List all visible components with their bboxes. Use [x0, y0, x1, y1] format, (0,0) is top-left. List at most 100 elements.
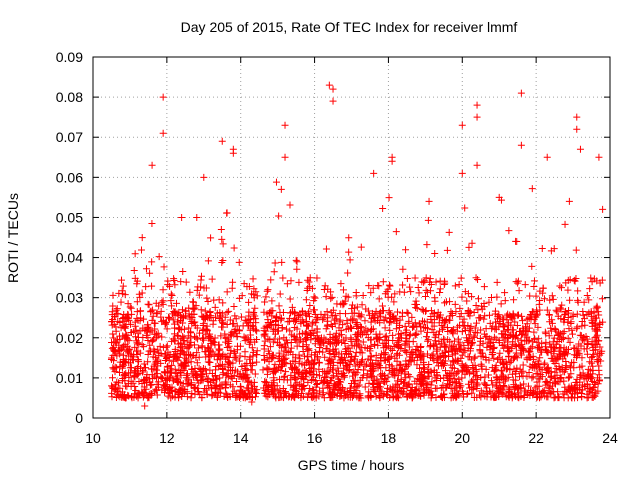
- data-point: [229, 383, 237, 391]
- data-point: [449, 325, 457, 333]
- data-point: [170, 307, 178, 315]
- data-point: [171, 337, 179, 345]
- data-point: [179, 268, 187, 276]
- data-point: [588, 278, 596, 286]
- data-point: [293, 258, 301, 266]
- data-point: [446, 316, 454, 324]
- data-point: [225, 342, 233, 350]
- data-point: [296, 355, 304, 363]
- data-point: [172, 388, 180, 396]
- data-point: [547, 324, 555, 332]
- data-point: [199, 376, 207, 384]
- data-point: [401, 370, 409, 378]
- data-point: [394, 341, 402, 349]
- data-point: [299, 383, 307, 391]
- data-point: [305, 358, 313, 366]
- data-point: [441, 279, 449, 287]
- data-point: [570, 364, 578, 372]
- data-point: [323, 345, 331, 353]
- data-point: [385, 309, 393, 317]
- data-point: [585, 387, 593, 395]
- data-point: [356, 390, 364, 398]
- data-point: [589, 377, 597, 385]
- data-point: [353, 359, 361, 367]
- data-point: [406, 332, 414, 340]
- data-point: [159, 297, 167, 305]
- data-point: [507, 331, 515, 339]
- data-point: [150, 319, 158, 327]
- x-tick-label: 18: [381, 430, 397, 446]
- data-point: [339, 286, 347, 294]
- data-point: [235, 373, 243, 381]
- data-point: [480, 303, 488, 311]
- data-point: [477, 360, 485, 368]
- data-point: [119, 282, 127, 290]
- data-point: [431, 297, 439, 305]
- data-point: [429, 354, 437, 362]
- data-point: [393, 308, 401, 316]
- data-point: [390, 342, 398, 350]
- data-point: [372, 351, 380, 359]
- data-point: [313, 313, 321, 321]
- data-point: [194, 335, 202, 343]
- data-point: [435, 327, 443, 335]
- data-point: [200, 284, 208, 292]
- data-point: [278, 258, 286, 266]
- data-point: [337, 280, 345, 288]
- data-point: [286, 348, 294, 356]
- data-point: [243, 319, 251, 327]
- data-point: [515, 373, 523, 381]
- data-point: [177, 371, 185, 379]
- data-point: [205, 347, 213, 355]
- data-point: [216, 381, 224, 389]
- data-point: [315, 335, 323, 343]
- data-point: [342, 359, 350, 367]
- data-point: [172, 355, 180, 363]
- data-point: [517, 392, 525, 400]
- data-point: [421, 277, 429, 285]
- data-point: [269, 338, 277, 346]
- data-point: [490, 343, 498, 351]
- data-point: [108, 389, 116, 397]
- data-point: [292, 336, 300, 344]
- data-point: [211, 303, 219, 311]
- data-point: [551, 380, 559, 388]
- data-point: [384, 391, 392, 399]
- data-point: [154, 356, 162, 364]
- data-point: [466, 325, 474, 333]
- data-point: [133, 298, 141, 306]
- data-point: [140, 343, 148, 351]
- data-point: [586, 358, 594, 366]
- data-point: [218, 310, 226, 318]
- data-point: [251, 393, 259, 401]
- data-point: [206, 334, 214, 342]
- data-point: [319, 391, 327, 399]
- data-point: [132, 326, 140, 334]
- data-point: [467, 356, 475, 364]
- data-point: [387, 318, 395, 326]
- data-point: [566, 296, 574, 304]
- data-point: [513, 237, 521, 245]
- data-point: [428, 326, 436, 334]
- data-point: [458, 387, 466, 395]
- data-point: [418, 377, 426, 385]
- data-point: [201, 307, 209, 315]
- data-point: [268, 297, 276, 305]
- data-point: [465, 310, 473, 318]
- data-point: [522, 327, 530, 335]
- data-point: [179, 306, 187, 314]
- data-point: [317, 310, 325, 318]
- data-point: [204, 344, 212, 352]
- data-point: [155, 253, 163, 261]
- data-point: [120, 351, 128, 359]
- data-point: [593, 356, 601, 364]
- data-point: [114, 346, 122, 354]
- data-point: [455, 281, 463, 289]
- data-point: [595, 371, 603, 379]
- data-point: [328, 293, 336, 301]
- data-point: [500, 341, 508, 349]
- data-point: [109, 384, 117, 392]
- data-point: [571, 390, 579, 398]
- data-point: [132, 347, 140, 355]
- data-point: [245, 340, 253, 348]
